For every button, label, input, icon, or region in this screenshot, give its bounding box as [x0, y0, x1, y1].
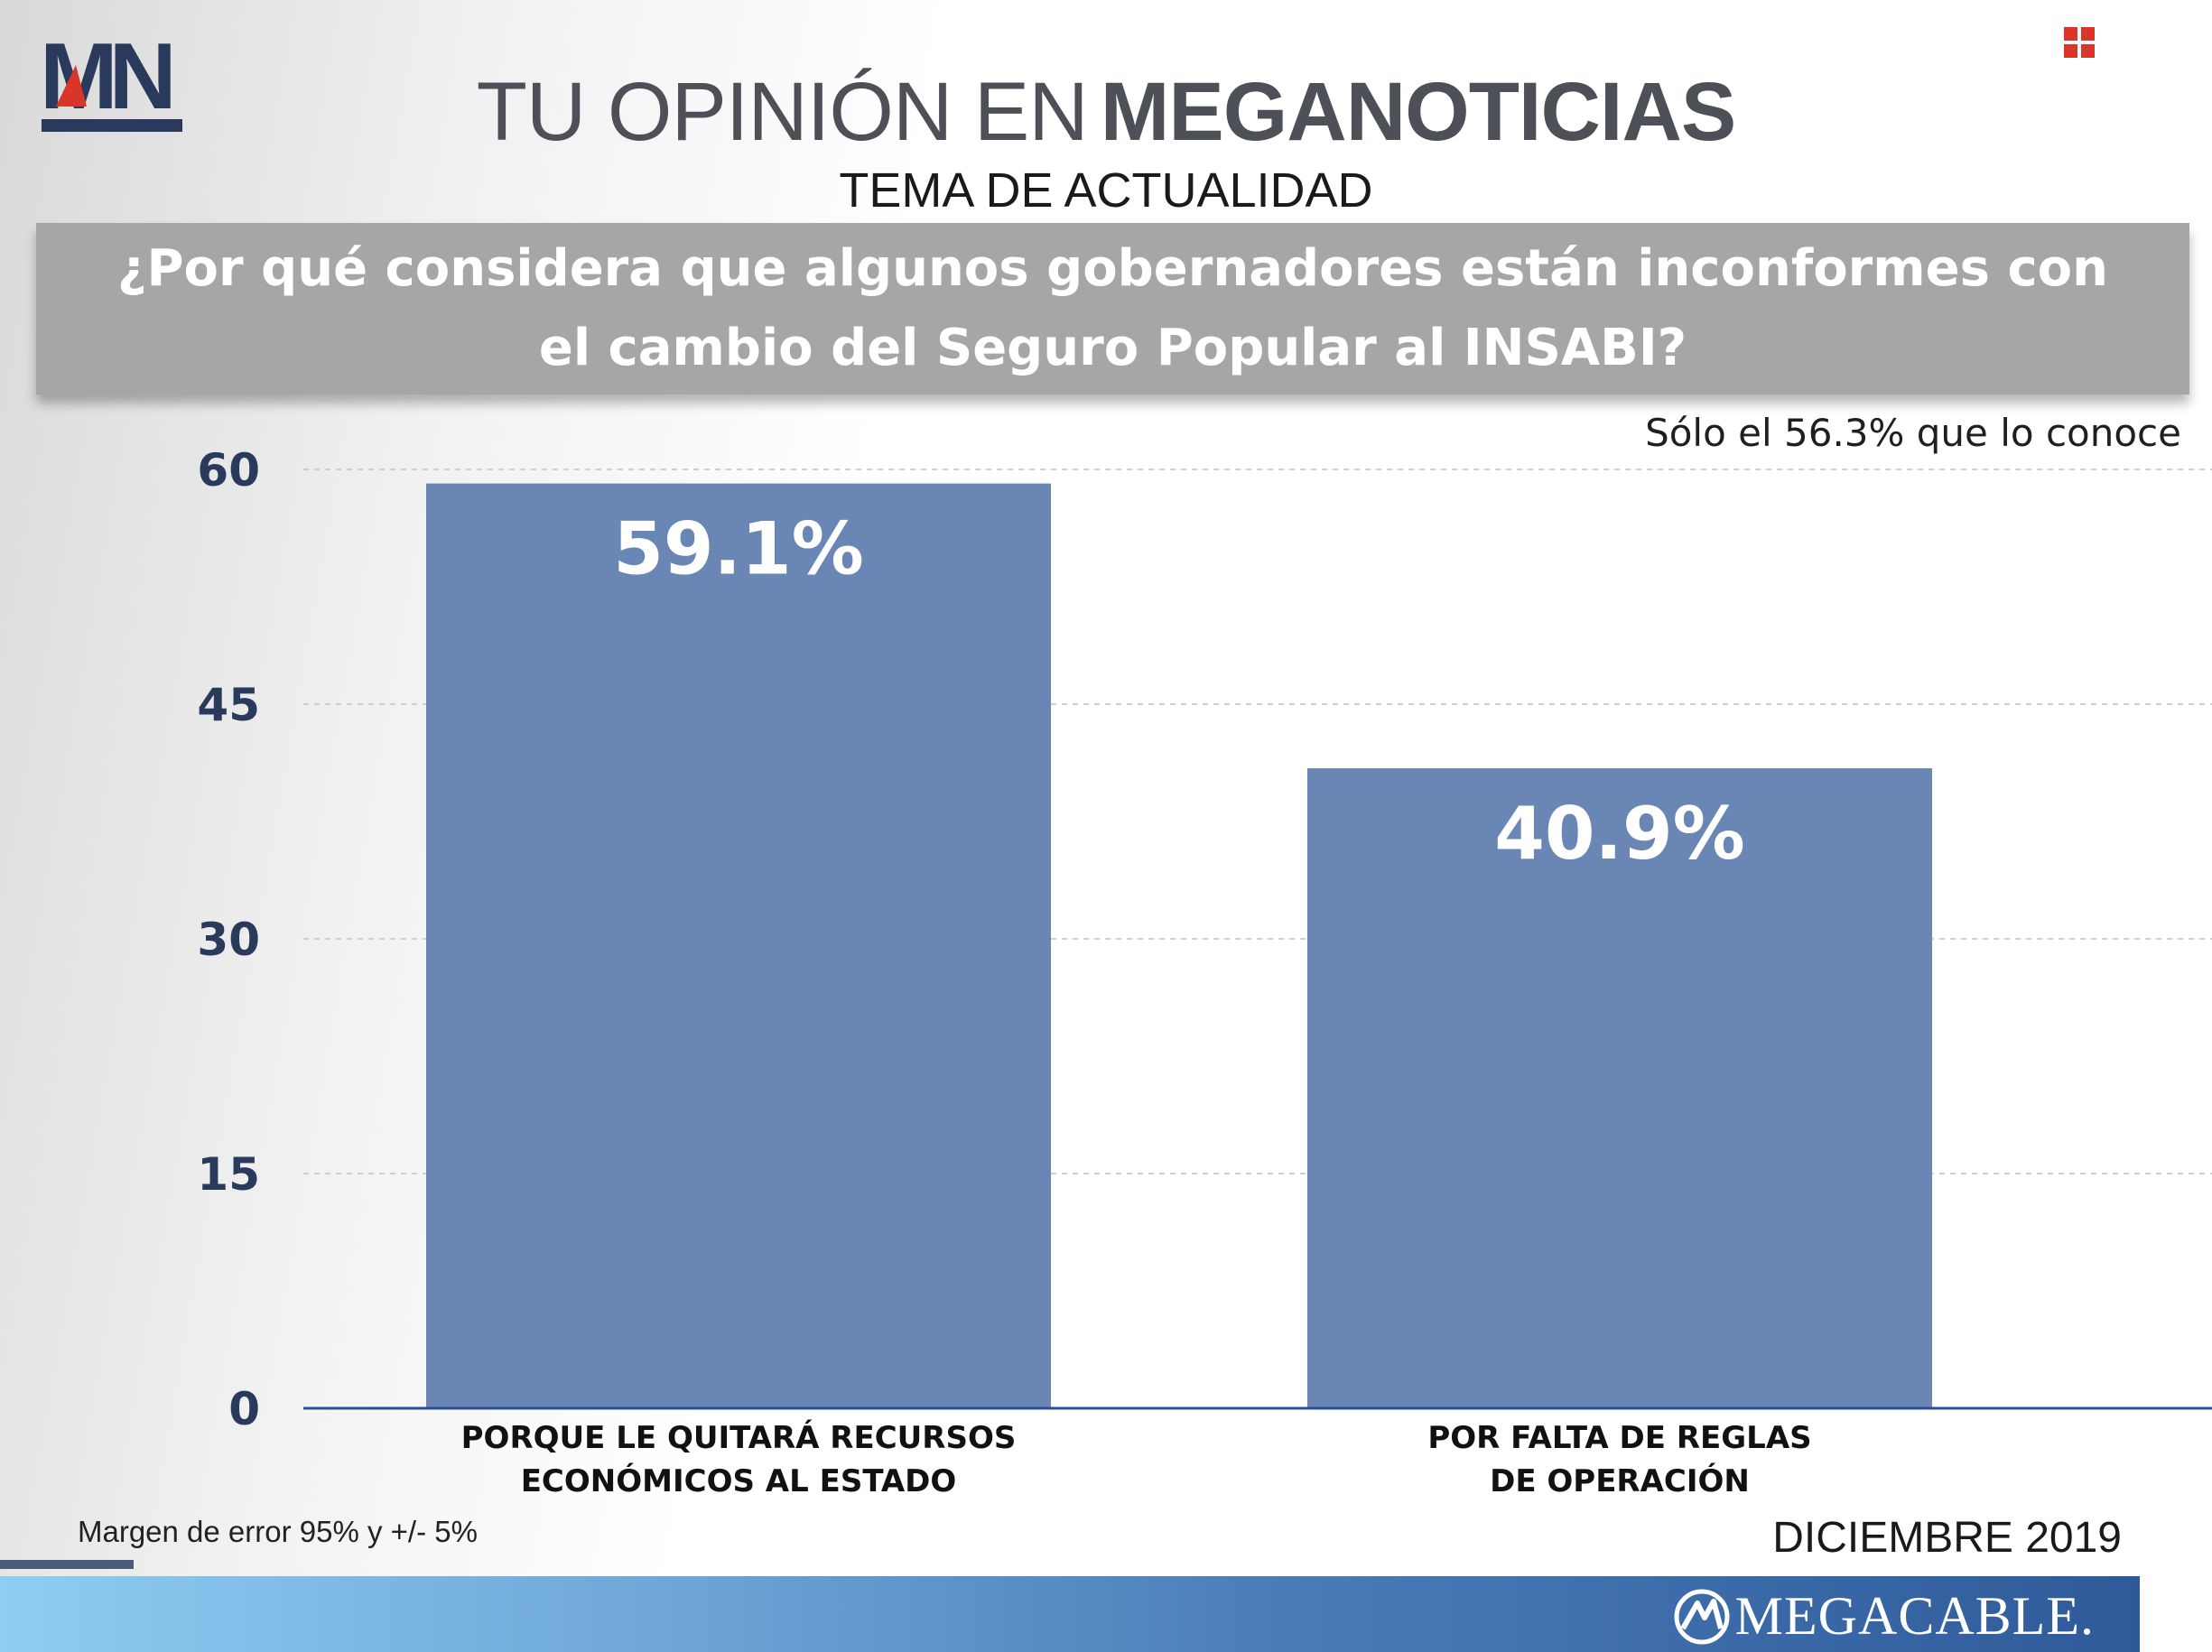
footer-bar	[0, 1576, 2140, 1652]
x-tick-label: PORQUE LE QUITARÁ RECURSOS	[461, 1419, 1017, 1456]
y-tick-label: 30	[197, 914, 260, 966]
y-tick-label: 45	[197, 679, 260, 731]
bar	[1307, 768, 1932, 1408]
megacable-brand-text: MEGACABLE.	[1734, 1586, 2095, 1646]
meganoticias-logo: MN	[40, 29, 182, 132]
footer-accent-line	[0, 1560, 134, 1569]
question-banner: ¿Por qué considera que algunos gobernado…	[36, 223, 2189, 394]
y-tick-label: 15	[197, 1148, 260, 1201]
megacable-brand: MEGACABLE.	[1674, 1585, 2095, 1647]
title-light: TU OPINIÓN EN	[476, 66, 1089, 158]
page-title: TU OPINIÓN EN MEGANOTICIAS	[0, 65, 2212, 164]
data-label: 59.1%	[613, 507, 864, 591]
title-bold: MEGANOTICIAS	[1100, 66, 1737, 158]
x-tick-label: POR FALTA DE REGLAS	[1427, 1420, 1811, 1456]
page-subtitle: TEMA DE ACTUALIDAD	[839, 163, 1373, 218]
sample-note: Sólo el 56.3% que lo conoce	[1645, 411, 2181, 455]
question-text: ¿Por qué considera que algunos gobernado…	[117, 239, 2108, 377]
grid-icon	[2064, 27, 2095, 58]
megacable-logo-icon	[1674, 1589, 1730, 1644]
y-tick-label: 60	[197, 444, 260, 497]
x-tick-label: ECONÓMICOS AL ESTADO	[521, 1462, 957, 1499]
bar	[426, 483, 1051, 1408]
data-label: 40.9%	[1494, 792, 1745, 876]
margin-of-error-note: Margen de error 95% y +/- 5%	[78, 1515, 478, 1548]
logo-mn-text: MN	[40, 29, 172, 129]
x-tick-label: DE OPERACIÓN	[1490, 1462, 1750, 1499]
y-tick-label: 0	[228, 1383, 260, 1435]
survey-date: DICIEMBRE 2019	[1772, 1514, 2122, 1562]
